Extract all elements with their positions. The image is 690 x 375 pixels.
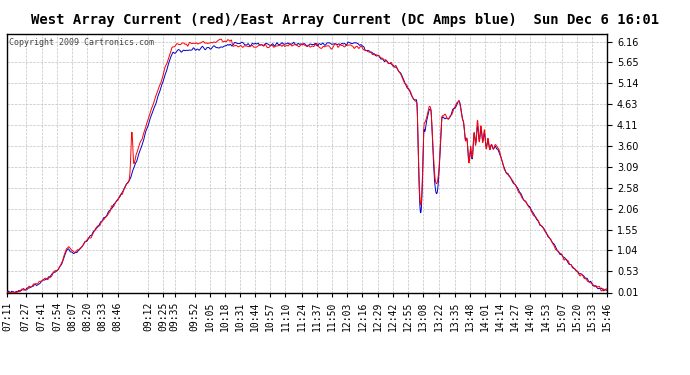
- Text: Copyright 2009 Cartronics.com: Copyright 2009 Cartronics.com: [9, 38, 154, 46]
- Text: West Array Current (red)/East Array Current (DC Amps blue)  Sun Dec 6 16:01: West Array Current (red)/East Array Curr…: [31, 13, 659, 27]
